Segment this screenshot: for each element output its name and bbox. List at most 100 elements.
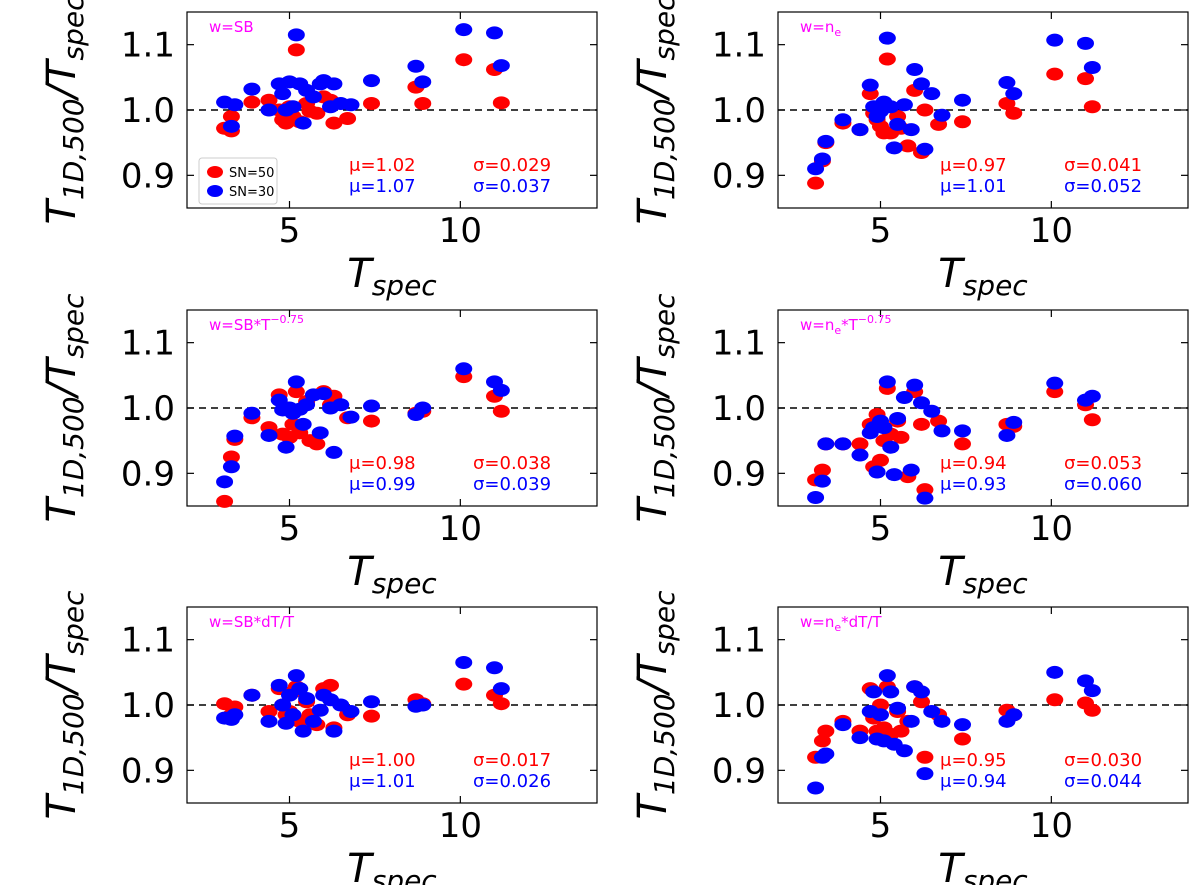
data-point: [1083, 684, 1101, 698]
y-label-sub2: spec: [648, 0, 681, 60]
x-label-sub: spec: [963, 269, 1029, 302]
data-point: [492, 96, 510, 110]
y-axis-label: T1D,500/Tspec: [39, 0, 90, 225]
data-point: [1046, 376, 1064, 390]
stat-mu-sn30: μ=0.99: [349, 474, 416, 495]
data-point: [311, 703, 329, 717]
weight-label: w=SB: [209, 18, 254, 36]
data-point: [287, 385, 305, 399]
y-label-main: T: [39, 197, 85, 225]
weight-label: w=SB*dT/T: [209, 613, 295, 631]
data-point: [851, 448, 869, 462]
data-point: [885, 468, 903, 482]
panel-5: 0.9 1.0 1.1 5 10 w=SB*dT/T μ=1.00 σ=0.017 μ=1.01…: [39, 590, 598, 885]
data-point: [954, 718, 971, 732]
data-point: [885, 141, 903, 155]
data-point: [817, 134, 835, 148]
data-point: [342, 98, 360, 112]
data-point: [813, 152, 831, 166]
data-point: [284, 708, 302, 722]
panel-4: 0.9 1.0 1.1 5 10 w=ne*T−0.75 μ=0.94 σ=0.053 μ=0.…: [630, 293, 1189, 600]
y-label-main: T: [39, 495, 85, 523]
data-point: [913, 695, 930, 709]
data-point: [1083, 61, 1101, 75]
data-point: [342, 410, 360, 424]
y-label-main: T: [39, 792, 85, 820]
y-label-slash: /T: [39, 355, 85, 399]
data-point: [322, 678, 339, 692]
data-point: [492, 404, 510, 418]
data-point: [813, 474, 831, 488]
data-point: [834, 718, 852, 732]
data-point: [226, 429, 244, 443]
weight-main: w=n: [800, 613, 834, 631]
stat-mu-sn30: μ=1.07: [349, 176, 416, 197]
data-point: [298, 398, 316, 412]
y-tick-label: 1.0: [121, 389, 175, 429]
data-point: [284, 100, 302, 114]
data-point: [851, 731, 869, 745]
data-point: [1083, 389, 1101, 403]
x-axis-label: Tspec: [938, 549, 1028, 600]
data-point: [414, 96, 432, 110]
weight-main: w=n: [800, 316, 834, 334]
data-point: [916, 750, 934, 764]
y-label-sub1: 1D,500: [648, 98, 681, 200]
data-point: [260, 103, 278, 117]
data-point: [492, 682, 510, 696]
data-point: [817, 747, 835, 761]
data-point: [899, 139, 917, 153]
stat-mu-sn50: μ=0.94: [940, 453, 1007, 474]
data-point: [895, 391, 913, 405]
x-label-main: T: [347, 846, 375, 885]
data-point: [294, 724, 312, 738]
data-point: [916, 767, 934, 781]
data-point: [260, 93, 278, 107]
stat-sigma-sn50: σ=0.053: [1064, 453, 1142, 474]
data-point: [243, 95, 261, 109]
data-point: [872, 453, 889, 467]
panel-2: 0.9 1.0 1.1 5 10 w=ne μ=0.97 σ=0.041 μ=1.01 σ=0.0…: [630, 0, 1189, 302]
stat-sigma-sn50: σ=0.041: [1064, 155, 1142, 176]
data-point: [998, 76, 1016, 90]
x-tick-label: 10: [1030, 211, 1073, 251]
data-point: [1083, 100, 1101, 114]
data-point: [875, 421, 893, 435]
data-point: [315, 387, 333, 401]
x-axis-label: Tspec: [938, 846, 1028, 885]
data-point: [243, 406, 261, 420]
data-point: [287, 28, 305, 42]
weight-sub: e: [834, 324, 841, 337]
data-point: [1005, 708, 1023, 722]
data-point: [1005, 415, 1023, 429]
data-point: [363, 709, 380, 723]
data-point: [933, 424, 951, 438]
data-point: [930, 414, 948, 428]
data-point: [1046, 67, 1064, 81]
data-point: [902, 123, 920, 137]
data-point: [923, 404, 941, 418]
data-point: [216, 494, 234, 508]
data-point: [363, 414, 380, 428]
data-point: [916, 142, 934, 156]
data-point: [923, 87, 941, 101]
y-axis-label: T1D,500/Tspec: [39, 590, 90, 820]
data-point: [954, 115, 971, 129]
data-point: [916, 103, 934, 117]
data-point: [222, 460, 240, 474]
data-point: [342, 705, 360, 719]
y-label-sub2: spec: [57, 293, 90, 359]
y-tick-label: 0.9: [121, 751, 175, 791]
weight-label: w=SB*T−0.75: [209, 313, 304, 334]
weight-label: w=ne*dT/T: [800, 613, 882, 634]
weight-main: w=SB: [209, 18, 254, 36]
data-point: [270, 678, 288, 692]
data-point: [226, 708, 244, 722]
data-point: [332, 398, 350, 412]
weight-label: w=ne*T−0.75: [800, 313, 892, 337]
stat-mu-sn30: μ=1.01: [940, 176, 1007, 197]
stat-sigma-sn30: σ=0.044: [1064, 771, 1142, 792]
y-tick-label: 1.1: [712, 26, 766, 66]
weight-label: w=ne: [800, 18, 841, 39]
data-point: [882, 440, 900, 454]
